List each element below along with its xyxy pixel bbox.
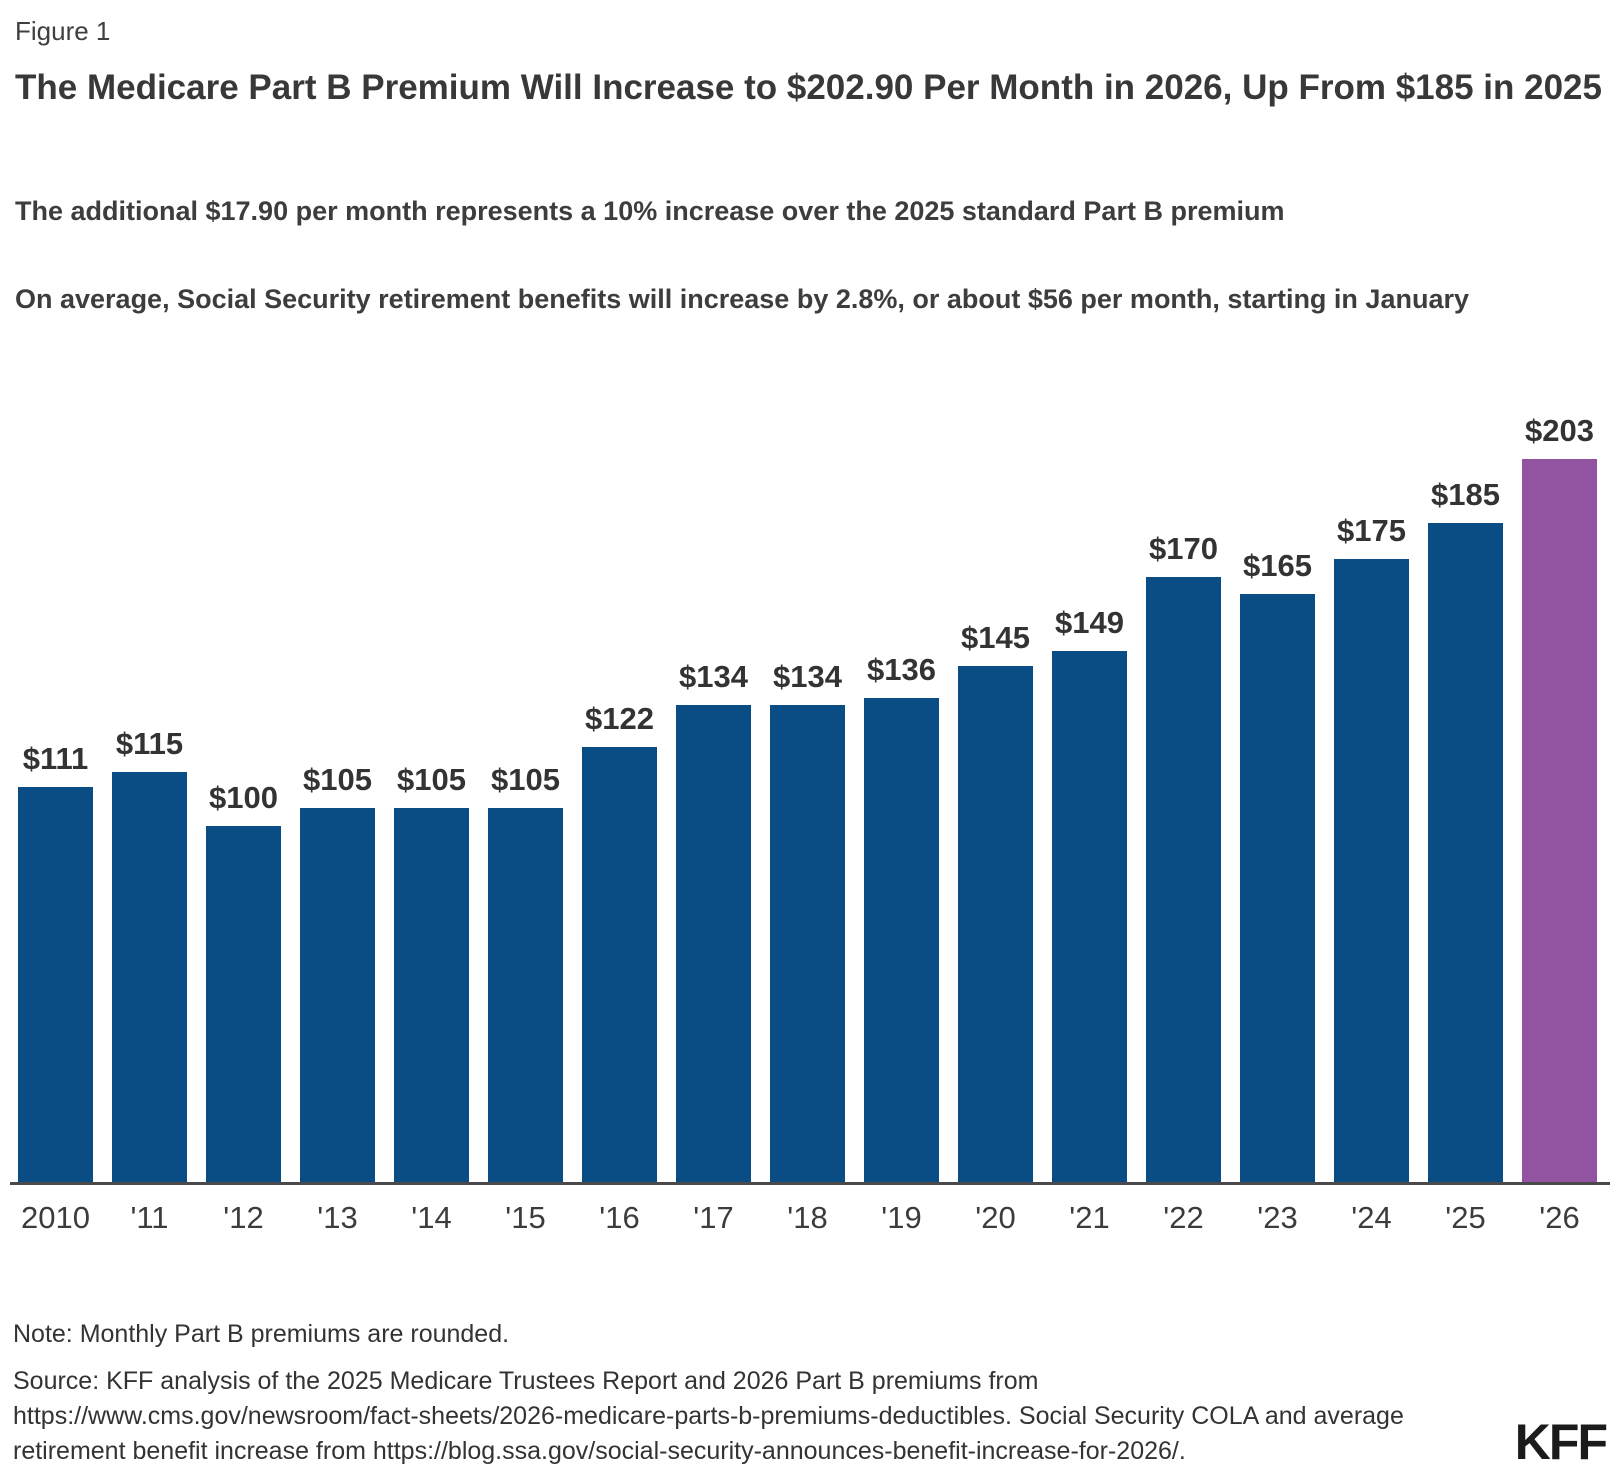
bar-group: $105 [394,762,469,1182]
bar [1334,559,1409,1182]
x-axis-label: '23 [1257,1200,1298,1235]
bar-group: $134 [676,659,751,1182]
bar-group: $100 [206,780,281,1182]
source-line: Source: KFF analysis of the 2025 Medicar… [13,1367,1039,1395]
bar-value-label: $105 [397,762,466,797]
x-axis-label: 2010 [21,1200,90,1235]
bar [770,705,845,1182]
source-line: retirement benefit increase from https:/… [13,1437,1186,1465]
x-axis-label: '17 [693,1200,734,1235]
kff-logo: KFF [1514,1414,1608,1470]
bar-value-label: $185 [1431,477,1500,512]
bar-value-label: $134 [773,659,842,694]
x-axis-label: '11 [130,1200,169,1235]
bar-value-label: $149 [1055,605,1124,640]
x-axis-label: '26 [1539,1200,1580,1235]
bar-value-label: $115 [115,726,184,761]
bar-chart: $111 $115 $100 $105 $105 $105 $122 $134 $134 $136… [18,413,1597,1182]
bar [1240,594,1315,1182]
bar [582,747,657,1182]
bar [1428,523,1503,1182]
bar [488,808,563,1182]
x-axis-label: '15 [505,1200,546,1235]
bar-value-label: $175 [1337,513,1406,548]
bar-group: $149 [1052,605,1127,1182]
bar-group: $136 [864,652,939,1182]
source-line: https://www.cms.gov/newsroom/fact-sheets… [13,1402,1404,1430]
bar-group: $105 [488,762,563,1182]
bar-value-label: $105 [303,762,372,797]
bar-value-label: $105 [491,762,560,797]
bar [112,772,187,1182]
bar-value-label: $134 [679,659,748,694]
bar-group: $203 [1522,413,1597,1182]
bar [1146,577,1221,1182]
bar [206,826,281,1182]
x-axis-label: '14 [411,1200,452,1235]
bar [676,705,751,1182]
bar-group: $145 [958,620,1033,1182]
bar-group: $122 [582,701,657,1182]
bar-value-label: $165 [1243,548,1312,583]
bar [958,666,1033,1182]
chart-title: The Medicare Part B Premium Will Increas… [15,68,1602,107]
bar-value-label: $136 [867,652,936,687]
x-axis-label: '21 [1069,1200,1110,1235]
x-axis-label: '20 [975,1200,1016,1235]
x-axis-label: '13 [317,1200,358,1235]
bar [18,787,93,1182]
x-axis-label: '16 [599,1200,640,1235]
bar [864,698,939,1182]
x-axis-label: '25 [1445,1200,1486,1235]
bar-group: $170 [1146,531,1221,1182]
bar-group: $105 [300,762,375,1182]
bar [300,808,375,1182]
x-axis-labels: 2010 '11 '12 '13 '14 '15 '16 '17 '18 '19 '20 '21 '22… [18,1200,1597,1236]
bar-group: $185 [1428,477,1503,1182]
bar [1052,651,1127,1182]
bar-group: $175 [1334,513,1409,1182]
bar [1522,459,1597,1182]
figure-label: Figure 1 [15,16,111,46]
chart-subtitle: The additional $17.90 per month represen… [15,196,1285,226]
x-axis-label: '12 [223,1200,264,1235]
x-axis-label: '19 [881,1200,922,1235]
bar-group: $134 [770,659,845,1182]
bar-group: $111 [18,741,93,1182]
bar-value-label: $203 [1525,413,1594,448]
x-axis-line [10,1182,1610,1185]
source-text: Source: KFF analysis of the 2025 Medicar… [13,1364,1473,1469]
bar-value-label: $145 [961,620,1030,655]
x-axis-label: '22 [1163,1200,1204,1235]
x-axis-label: '24 [1351,1200,1392,1235]
bar-value-label: $100 [209,780,278,815]
bar [394,808,469,1182]
chart-subtitle-secondary: On average, Social Security retirement b… [15,284,1469,314]
bar-group: $165 [1240,548,1315,1182]
bar-value-label: $122 [585,701,654,736]
bar-group: $115 [112,726,187,1182]
note-text: Note: Monthly Part B premiums are rounde… [13,1320,510,1348]
x-axis-label: '18 [787,1200,828,1235]
bar-value-label: $111 [22,741,89,776]
bar-value-label: $170 [1149,531,1218,566]
